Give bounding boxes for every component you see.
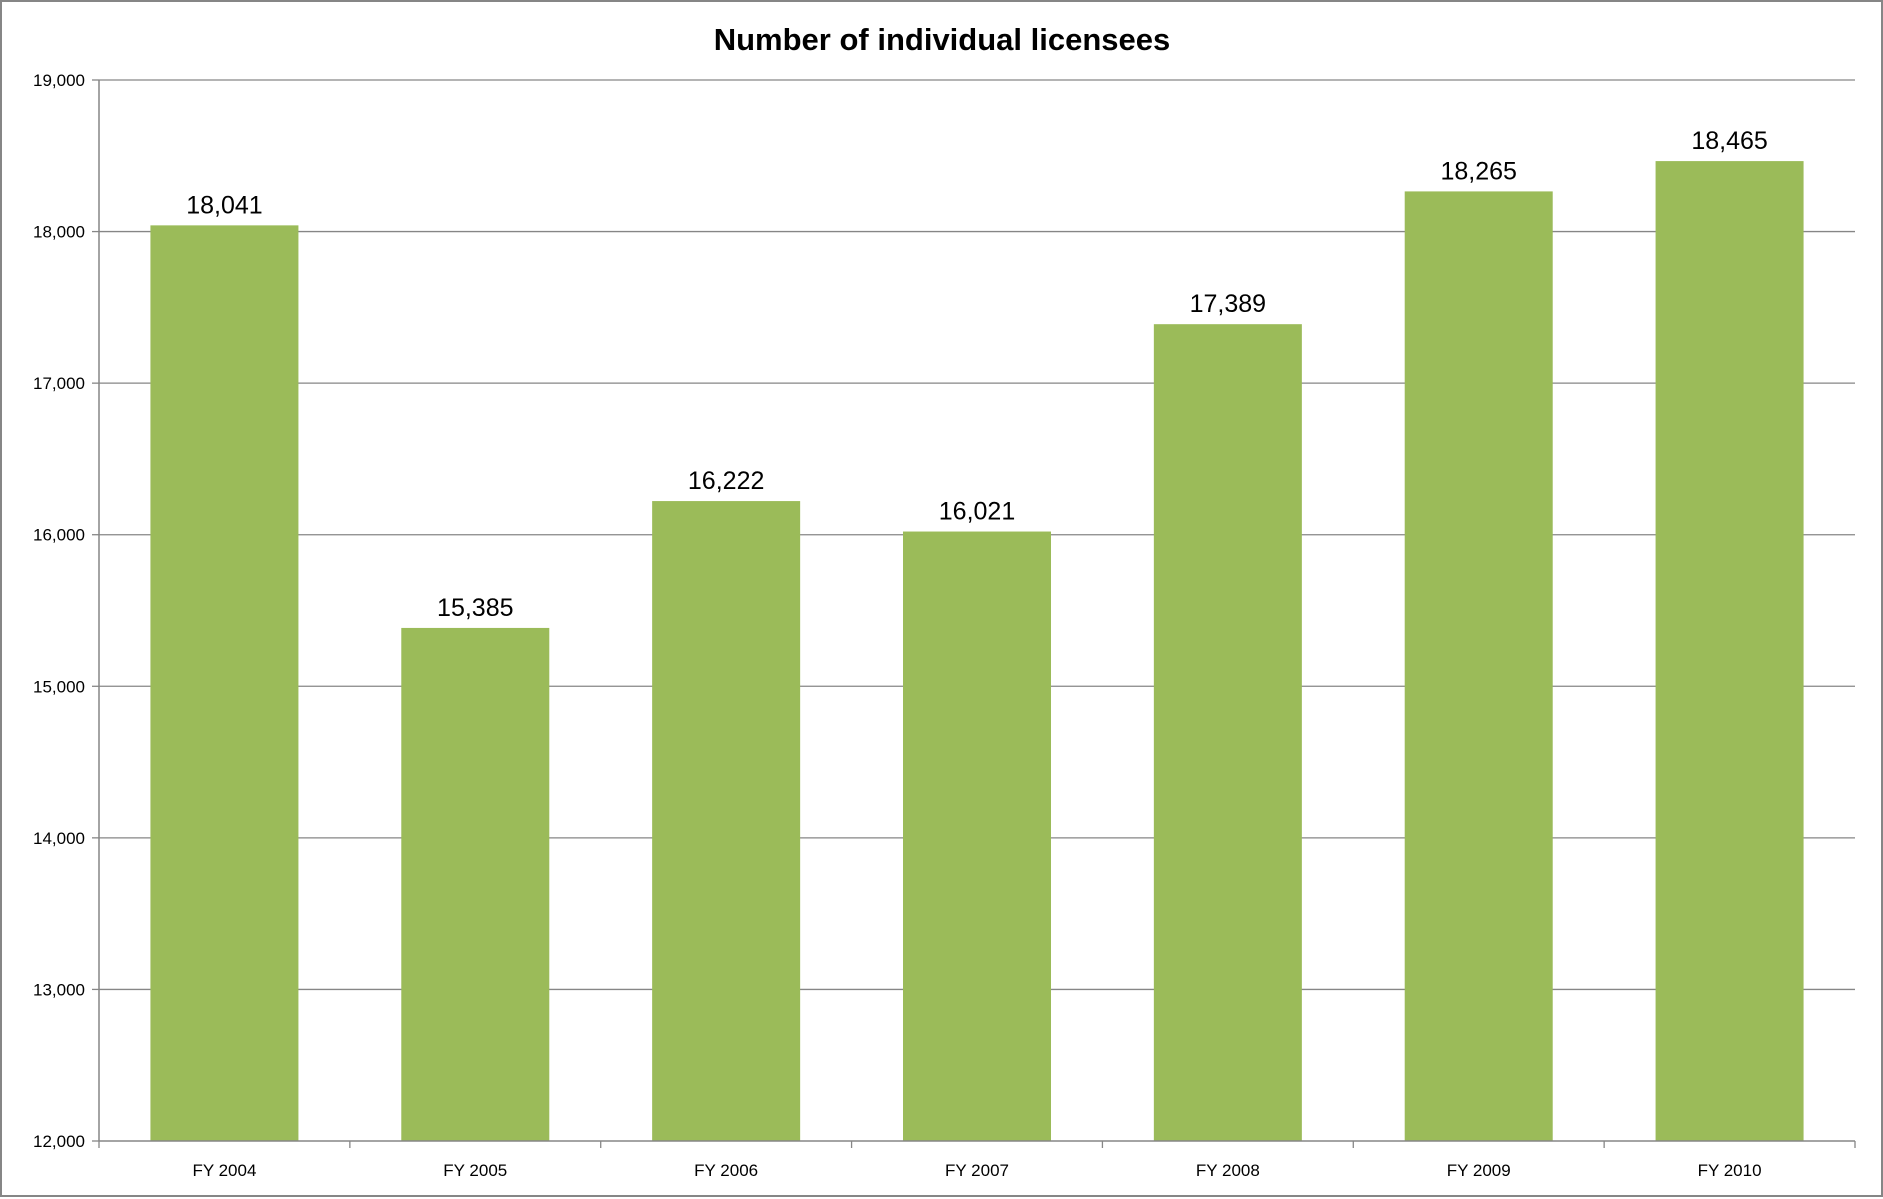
x-tick-label: FY 2007	[945, 1161, 1009, 1180]
y-tick-label: 13,000	[33, 980, 85, 999]
data-label: 18,041	[186, 191, 262, 219]
x-tick-label: FY 2005	[443, 1161, 507, 1180]
bar	[1655, 161, 1804, 1142]
bar	[902, 531, 1052, 1141]
y-tick-label: 12,000	[33, 1132, 85, 1151]
bar	[1404, 191, 1553, 1141]
y-tick-label: 18,000	[33, 223, 85, 242]
x-tick-label: FY 2004	[192, 1161, 256, 1180]
y-tick-label: 16,000	[33, 526, 85, 545]
bar	[1153, 324, 1302, 1141]
bar	[652, 501, 801, 1141]
data-label: 17,389	[1190, 290, 1266, 318]
bar	[150, 225, 299, 1141]
axes: 12,000 13,000 14,000 15,000 16,000 17,000 18,0…	[33, 71, 1856, 1180]
y-tick-label: 15,000	[33, 677, 85, 696]
data-label: 15,385	[437, 594, 513, 622]
data-label: 16,222	[688, 467, 764, 495]
x-tick-label: FY 2006	[694, 1161, 758, 1180]
data-label: 16,021	[939, 498, 1015, 526]
y-tick-label: 14,000	[33, 829, 85, 848]
x-tick-label: FY 2008	[1196, 1161, 1260, 1180]
bar	[401, 627, 550, 1141]
x-tick-label: FY 2010	[1698, 1161, 1762, 1180]
bars	[150, 161, 1804, 1142]
data-label: 18,265	[1440, 157, 1516, 185]
data-label: 18,465	[1691, 127, 1767, 155]
y-tick-label: 17,000	[33, 374, 85, 393]
chart-title: Number of individual licensees	[714, 22, 1171, 57]
y-tick-label: 19,000	[33, 71, 85, 90]
x-tick-label: FY 2009	[1447, 1161, 1511, 1180]
data-labels: 18,041 15,385 16,222 16,021 17,389 18,265 18,4…	[186, 127, 1768, 622]
